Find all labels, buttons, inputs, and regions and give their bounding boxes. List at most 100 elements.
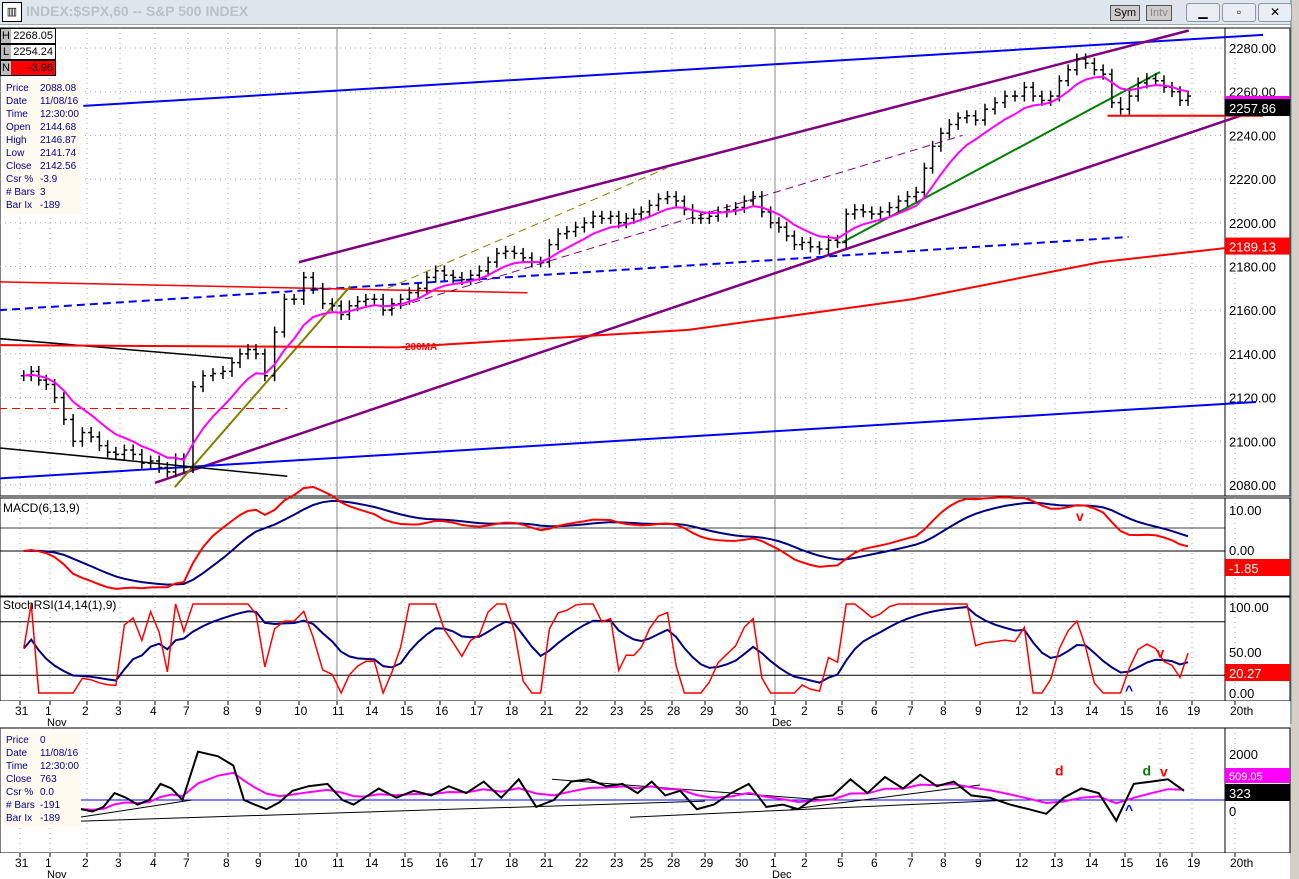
x-tick-label: 7 bbox=[907, 704, 914, 718]
x-tick-label: 2 bbox=[801, 704, 808, 718]
info-row: Time 12:30:00 bbox=[6, 761, 79, 772]
x-tick-label: 6 bbox=[871, 704, 878, 718]
trendline bbox=[298, 29, 1190, 264]
x-tick-label: 20th bbox=[1230, 704, 1253, 718]
x-tick-label: 6 bbox=[871, 856, 878, 870]
info-row: Date 11/08/16 bbox=[6, 96, 79, 107]
date-axis-lower bbox=[0, 853, 1290, 879]
ma-value-tag: 2189.13 bbox=[1229, 240, 1276, 255]
y-tick-label: 2080.00 bbox=[1229, 478, 1276, 493]
trendline bbox=[0, 236, 1129, 312]
net-change-readout: N -3.96 bbox=[0, 60, 56, 76]
x-tick-label: 4 bbox=[150, 856, 157, 870]
lower-cursor-info-panel: Price 0 Date 11/08/16 Time 12:30:00 Close 763 Cs… bbox=[4, 732, 81, 827]
macd-tick: 0.00 bbox=[1229, 543, 1254, 558]
x-tick-label: 15 bbox=[400, 704, 414, 718]
month-label: Dec bbox=[772, 869, 792, 879]
x-tick-label: 1 bbox=[770, 704, 777, 718]
x-tick-label: 7 bbox=[907, 856, 914, 870]
macd-title: MACD(6,13,9) bbox=[3, 501, 80, 515]
high-readout: H 2268.05 bbox=[0, 28, 56, 44]
x-tick-label: 3 bbox=[115, 704, 122, 718]
x-tick-label: 19 bbox=[1187, 704, 1201, 718]
last-price-tag-bg bbox=[1225, 99, 1290, 116]
date-axis-upper bbox=[0, 701, 1290, 727]
x-tick-label: 16 bbox=[1155, 704, 1169, 718]
ma-value-tag-bg bbox=[1225, 237, 1290, 255]
x-tick-label: 16 bbox=[1155, 856, 1169, 870]
ma200-label: 200MA bbox=[405, 342, 437, 353]
x-tick-label: 10 bbox=[294, 704, 308, 718]
x-tick-label: 30 bbox=[735, 856, 749, 870]
stoch-tick: 100.00 bbox=[1229, 600, 1269, 615]
stoch-marker: ^ bbox=[1125, 682, 1133, 698]
info-row: Price 0 bbox=[6, 735, 46, 746]
x-tick-label: 15 bbox=[1120, 856, 1134, 870]
low-readout: L 2254.24 bbox=[0, 44, 56, 60]
y-tick-label: 2120.00 bbox=[1229, 391, 1276, 406]
x-tick-label: 14 bbox=[1085, 704, 1099, 718]
lower-tick: 2000 bbox=[1229, 747, 1258, 762]
trendline bbox=[174, 285, 351, 488]
y-tick-label: 2100.00 bbox=[1229, 434, 1276, 449]
month-label: Dec bbox=[772, 717, 792, 729]
panel-3 bbox=[0, 727, 1226, 854]
x-tick-label: 8 bbox=[223, 704, 230, 718]
macd-line bbox=[23, 485, 1189, 590]
lower-value-tag: 323 bbox=[1229, 786, 1251, 801]
lower-ma-tag bbox=[1225, 768, 1290, 783]
lower-ma-value: 509.05 bbox=[1229, 771, 1263, 783]
x-tick-label: 15 bbox=[400, 856, 414, 870]
x-tick-label: 12 bbox=[1015, 704, 1029, 718]
y-tick-label: 2240.00 bbox=[1229, 128, 1276, 143]
y-tick-label: 2200.00 bbox=[1229, 216, 1276, 231]
x-tick-label: 25 bbox=[640, 856, 654, 870]
info-row: Time 12:30:00 bbox=[6, 109, 79, 120]
lower-tick: 0 bbox=[1229, 804, 1236, 819]
axis-panel-2 bbox=[1224, 596, 1291, 702]
trendline bbox=[0, 447, 288, 478]
close-button[interactable]: ✕ bbox=[1258, 3, 1292, 22]
x-tick-label: 28 bbox=[667, 704, 681, 718]
stoch-line bbox=[23, 603, 1189, 696]
minimize-button[interactable]: ▁ bbox=[1186, 3, 1220, 22]
x-tick-label: 8 bbox=[940, 856, 947, 870]
info-row: Open 2144.68 bbox=[6, 122, 77, 133]
trendline bbox=[387, 134, 963, 311]
y-tick-label: 2280.00 bbox=[1229, 41, 1276, 56]
info-row: Bar Ix -189 bbox=[6, 813, 61, 824]
lower-ma-line bbox=[27, 771, 1185, 811]
x-tick-label: 8 bbox=[940, 704, 947, 718]
info-row: Close 763 bbox=[6, 774, 57, 785]
x-tick-label: 16 bbox=[435, 704, 449, 718]
x-tick-label: 18 bbox=[505, 704, 519, 718]
stoch-tick: 0.00 bbox=[1229, 686, 1254, 701]
info-row: Csr % -3.9 bbox=[6, 174, 58, 185]
lower-marker: d bbox=[1143, 762, 1152, 778]
trendline bbox=[83, 33, 1264, 107]
x-tick-label: 5 bbox=[837, 704, 844, 718]
cursor-info-panel: Price 2088.08 Date 11/08/16 Time 12:30:00 Open… bbox=[4, 80, 81, 214]
sym-button[interactable]: Sym bbox=[1110, 5, 1140, 21]
trendline bbox=[0, 400, 1257, 480]
x-tick-label: 10 bbox=[294, 856, 308, 870]
ma-tag-bar bbox=[1225, 96, 1290, 99]
x-tick-label: 1 bbox=[45, 704, 52, 718]
panel-0 bbox=[0, 27, 1226, 497]
x-tick-label: 17 bbox=[470, 856, 484, 870]
x-tick-label: 22 bbox=[575, 704, 589, 718]
maximize-button[interactable]: ▫ bbox=[1222, 3, 1256, 22]
moving-average-line bbox=[23, 75, 1189, 462]
x-tick-label: 1 bbox=[770, 856, 777, 870]
x-tick-label: 31 bbox=[15, 704, 29, 718]
y-tick-label: 2220.00 bbox=[1229, 172, 1276, 187]
intv-button[interactable]: Intv bbox=[1146, 5, 1172, 21]
x-tick-label: 5 bbox=[837, 856, 844, 870]
x-tick-label: 11 bbox=[332, 856, 345, 870]
chart-app-icon: ▥ bbox=[2, 2, 22, 22]
lower-marker: d bbox=[1055, 762, 1064, 778]
x-tick-label: 14 bbox=[365, 704, 379, 718]
x-tick-label: 15 bbox=[1120, 704, 1134, 718]
x-tick-label: 31 bbox=[15, 856, 29, 870]
